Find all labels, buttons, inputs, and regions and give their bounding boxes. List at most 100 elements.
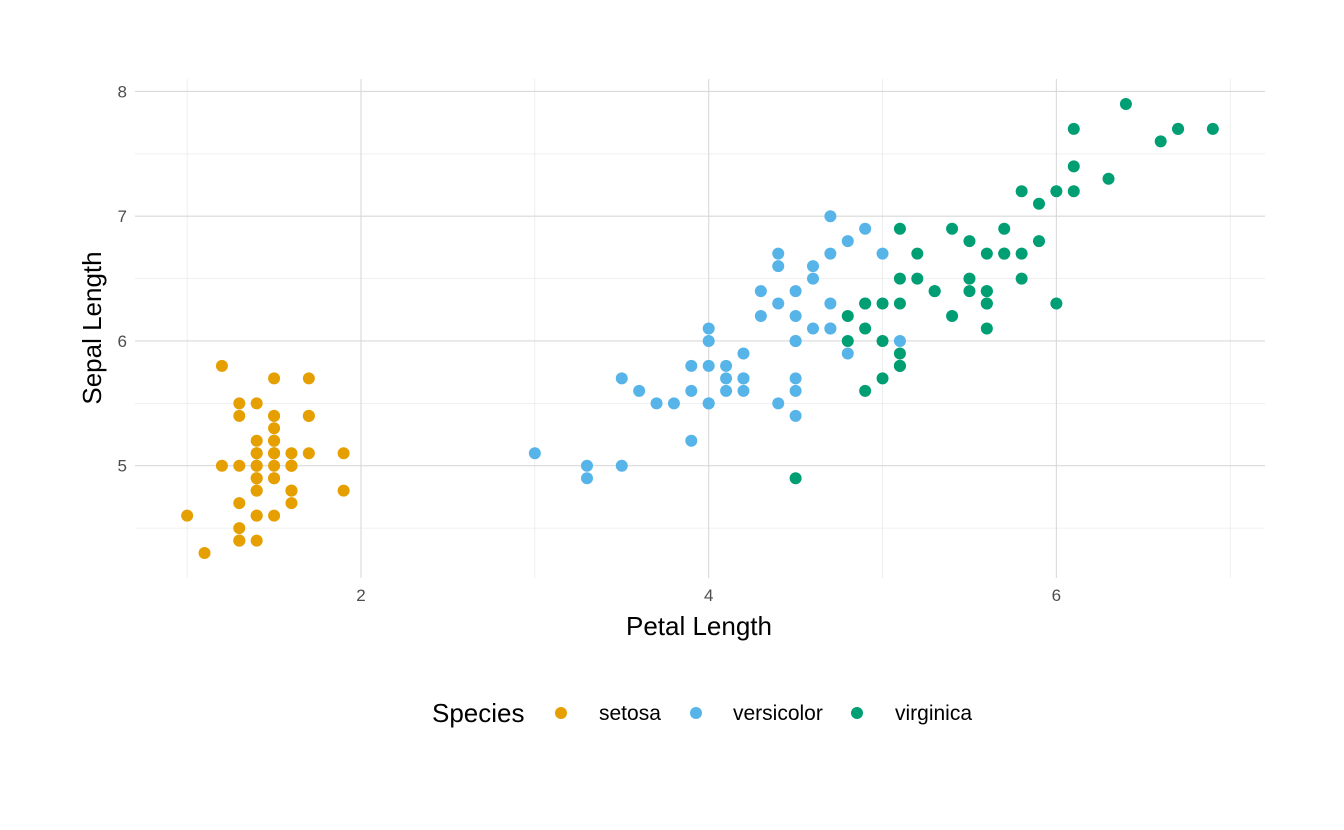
data-point [807, 260, 819, 273]
major-gridlines [135, 79, 1265, 578]
data-point [1033, 235, 1045, 248]
data-point [876, 247, 889, 260]
data-point [754, 310, 767, 323]
data-point [807, 322, 819, 335]
data-point [859, 222, 872, 235]
data-point [772, 247, 785, 260]
data-point [1206, 122, 1219, 135]
data-point [285, 497, 298, 510]
data-point [250, 534, 263, 547]
data-point [980, 297, 993, 310]
data-point [737, 372, 750, 385]
data-point [789, 310, 802, 323]
data-point [233, 534, 246, 547]
data-point [685, 434, 698, 447]
data-point [1172, 122, 1185, 135]
data-point [615, 459, 628, 472]
data-point [946, 222, 959, 235]
data-point [911, 272, 924, 285]
data-point [702, 359, 715, 372]
data-point [250, 434, 263, 447]
legend-key-setosa [555, 707, 567, 719]
data-point [876, 297, 889, 310]
data-point [893, 272, 906, 285]
data-point [807, 272, 819, 285]
data-point [1102, 172, 1115, 185]
data-point [893, 334, 906, 347]
legend: Species setosa versicolor virginica [432, 698, 972, 728]
data-point [215, 359, 228, 372]
data-point [250, 509, 263, 522]
x-axis-title: Petal Length [626, 611, 772, 641]
data-point [824, 247, 837, 260]
data-point [1050, 185, 1063, 198]
data-point [268, 459, 281, 472]
data-point [250, 397, 263, 410]
data-point [1015, 272, 1028, 285]
data-point [998, 222, 1011, 235]
data-point [893, 359, 906, 372]
data-point [233, 497, 246, 510]
data-point [702, 397, 715, 410]
data-point [198, 547, 211, 560]
data-point [789, 472, 802, 485]
data-point [1067, 185, 1080, 198]
data-point [337, 484, 350, 497]
x-tick-label: 6 [1052, 586, 1061, 605]
data-point [285, 447, 298, 460]
data-point [841, 235, 854, 248]
minor-gridlines [135, 79, 1265, 578]
y-axis-ticks: 5 6 7 8 [118, 82, 127, 475]
data-point [215, 459, 228, 472]
data-point [233, 409, 246, 422]
data-point [1067, 160, 1080, 173]
data-point [876, 372, 889, 385]
data-point [824, 297, 837, 310]
data-point [841, 347, 854, 360]
y-tick-label: 7 [118, 207, 127, 226]
data-point [268, 509, 281, 522]
data-point [824, 210, 837, 223]
data-point [528, 447, 541, 460]
y-tick-label: 5 [118, 457, 127, 476]
data-point [789, 384, 802, 397]
data-point [633, 384, 646, 397]
data-point [233, 459, 246, 472]
data-point [876, 334, 889, 347]
data-point [893, 222, 906, 235]
data-point [754, 285, 767, 298]
data-point [789, 409, 802, 422]
data-point [702, 334, 715, 347]
data-point [824, 322, 837, 335]
data-point [1015, 185, 1028, 198]
legend-label-virginica: virginica [895, 702, 972, 725]
data-point [250, 484, 263, 497]
data-point [720, 372, 733, 385]
data-point [702, 322, 715, 335]
data-point [859, 322, 872, 335]
data-point [285, 459, 298, 472]
data-point [250, 459, 263, 472]
x-tick-label: 2 [356, 586, 365, 605]
x-tick-label: 4 [704, 586, 713, 605]
data-point [667, 397, 680, 410]
data-point [841, 310, 854, 323]
data-point [720, 359, 733, 372]
data-point [1067, 122, 1080, 135]
series-versicolor [528, 210, 906, 485]
data-point [1154, 135, 1167, 148]
data-point [337, 447, 350, 460]
data-point [963, 235, 976, 248]
data-point [685, 384, 698, 397]
data-point [233, 397, 246, 410]
data-point [772, 297, 785, 310]
data-point [789, 334, 802, 347]
y-axis-title: Sepal Length [77, 251, 107, 404]
data-point [859, 384, 872, 397]
data-point [841, 334, 854, 347]
data-point [928, 285, 941, 298]
legend-key-versicolor [690, 707, 702, 719]
legend-label-setosa: setosa [599, 702, 661, 725]
legend-label-versicolor: versicolor [733, 702, 823, 725]
